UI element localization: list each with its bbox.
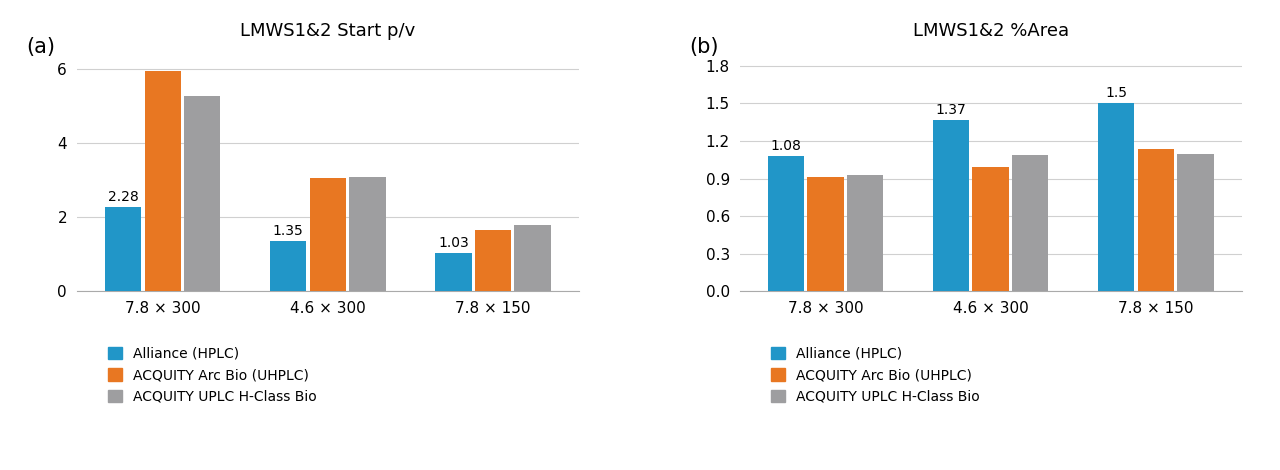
Legend: Alliance (HPLC), ACQUITY Arc Bio (UHPLC), ACQUITY UPLC H-Class Bio: Alliance (HPLC), ACQUITY Arc Bio (UHPLC)…	[104, 342, 321, 408]
Title: LMWS1&2 Start p/v: LMWS1&2 Start p/v	[241, 22, 416, 40]
Text: (b): (b)	[690, 37, 719, 57]
Bar	[933, 120, 969, 291]
Bar	[1178, 154, 1213, 291]
Text: 1.35: 1.35	[273, 225, 303, 238]
Bar	[184, 96, 220, 291]
Bar	[349, 177, 385, 291]
Bar	[973, 167, 1009, 291]
Bar	[105, 207, 141, 291]
Bar	[1098, 103, 1134, 291]
Text: 2.28: 2.28	[108, 190, 138, 204]
Text: 1.08: 1.08	[771, 139, 801, 153]
Bar	[310, 178, 346, 291]
Bar	[475, 230, 511, 291]
Bar	[145, 70, 180, 291]
Bar	[768, 156, 804, 291]
Text: 1.37: 1.37	[936, 103, 966, 117]
Text: 1.03: 1.03	[438, 236, 468, 251]
Bar	[1138, 149, 1174, 291]
Text: (a): (a)	[27, 37, 55, 57]
Bar	[515, 226, 550, 291]
Bar	[808, 177, 844, 291]
Bar	[847, 175, 883, 291]
Text: 1.5: 1.5	[1105, 86, 1128, 101]
Legend: Alliance (HPLC), ACQUITY Arc Bio (UHPLC), ACQUITY UPLC H-Class Bio: Alliance (HPLC), ACQUITY Arc Bio (UHPLC)…	[767, 342, 983, 408]
Title: LMWS1&2 %Area: LMWS1&2 %Area	[913, 22, 1069, 40]
Bar	[270, 242, 306, 291]
Bar	[1012, 155, 1048, 291]
Bar	[435, 253, 471, 291]
